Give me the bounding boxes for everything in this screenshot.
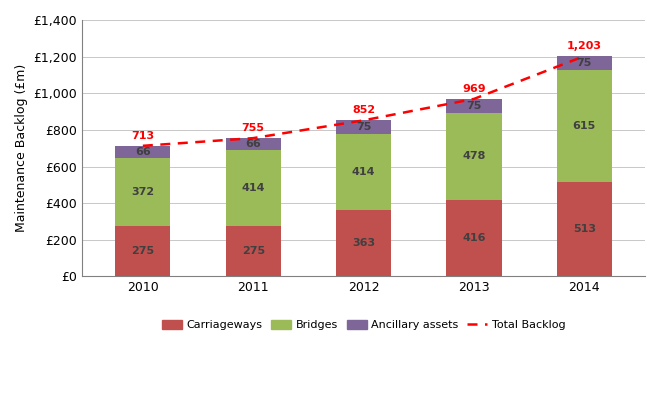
Bar — [226, 226, 280, 276]
Bar — [336, 210, 391, 276]
Bar — [336, 134, 391, 210]
Legend: Carriageways, Bridges, Ancillary assets, Total Backlog: Carriageways, Bridges, Ancillary assets,… — [157, 316, 570, 335]
Text: 363: 363 — [352, 238, 375, 248]
Text: 275: 275 — [131, 246, 154, 256]
Text: 372: 372 — [131, 187, 154, 197]
Y-axis label: Maintenance Backlog (£m): Maintenance Backlog (£m) — [15, 64, 28, 232]
Text: 414: 414 — [242, 183, 265, 193]
Bar — [336, 120, 391, 134]
Bar — [557, 70, 612, 183]
Text: 75: 75 — [577, 58, 592, 68]
Text: 66: 66 — [246, 139, 261, 149]
Bar — [557, 183, 612, 276]
Bar — [446, 113, 502, 200]
Text: 852: 852 — [352, 105, 375, 115]
Text: 1,203: 1,203 — [567, 41, 602, 51]
Bar — [226, 150, 280, 226]
Bar — [115, 146, 170, 158]
Bar — [115, 158, 170, 226]
Bar — [115, 226, 170, 276]
Text: 275: 275 — [242, 246, 265, 256]
Text: 615: 615 — [573, 121, 596, 131]
Text: 75: 75 — [466, 101, 482, 111]
Bar — [557, 56, 612, 70]
Text: 755: 755 — [242, 123, 265, 133]
Text: 66: 66 — [135, 147, 150, 157]
Bar — [446, 99, 502, 113]
Text: 713: 713 — [131, 130, 154, 141]
Text: 416: 416 — [462, 233, 486, 243]
Text: 478: 478 — [462, 152, 486, 162]
Bar — [446, 200, 502, 276]
Bar — [226, 138, 280, 150]
Text: 969: 969 — [462, 84, 486, 94]
Text: 75: 75 — [356, 122, 372, 132]
Text: 414: 414 — [352, 167, 376, 177]
Text: 513: 513 — [573, 224, 596, 234]
